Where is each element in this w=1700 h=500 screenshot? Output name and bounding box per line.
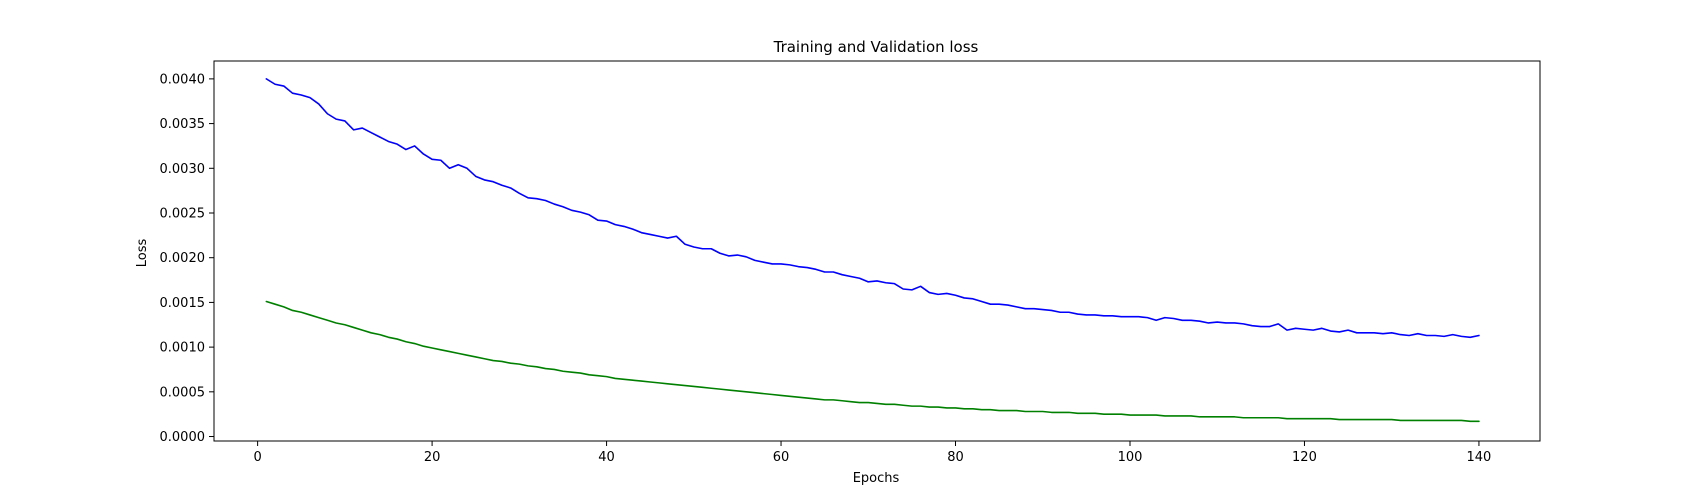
series-line-2 <box>265 300 1480 423</box>
y-tick-label: 0.0030 <box>160 162 206 177</box>
y-tick-label: 0.0015 <box>160 296 206 311</box>
x-tick-label: 80 <box>947 450 964 465</box>
y-tick-label: 0.0040 <box>160 72 206 87</box>
chart-title: Training and Validation loss <box>773 38 979 56</box>
x-tick-label: 20 <box>424 450 441 465</box>
x-tick-label: 60 <box>773 450 790 465</box>
x-tick-label: 120 <box>1292 450 1317 465</box>
y-axis-title: Loss <box>135 239 150 268</box>
x-tick-label: 40 <box>598 450 615 465</box>
x-tick-label: 100 <box>1118 450 1143 465</box>
x-tick-label: 0 <box>253 450 261 465</box>
y-tick-label: 0.0025 <box>160 207 206 222</box>
y-tick-label: 0.0020 <box>160 251 206 266</box>
plot-frame <box>213 60 1541 442</box>
plot-area: 0 20 40 60 80 100 120 140 0.0000 0.0005 0.0010 0.00… <box>160 60 1541 465</box>
y-tick-label: 0.0035 <box>160 117 206 132</box>
y-tick-label: 0.0000 <box>160 430 206 445</box>
x-tick-label: 140 <box>1467 450 1492 465</box>
x-axis-title: Epochs <box>853 471 900 486</box>
series-line-1 <box>265 78 1480 339</box>
y-tick-label: 0.0005 <box>160 385 206 400</box>
y-tick-label: 0.0010 <box>160 341 206 356</box>
